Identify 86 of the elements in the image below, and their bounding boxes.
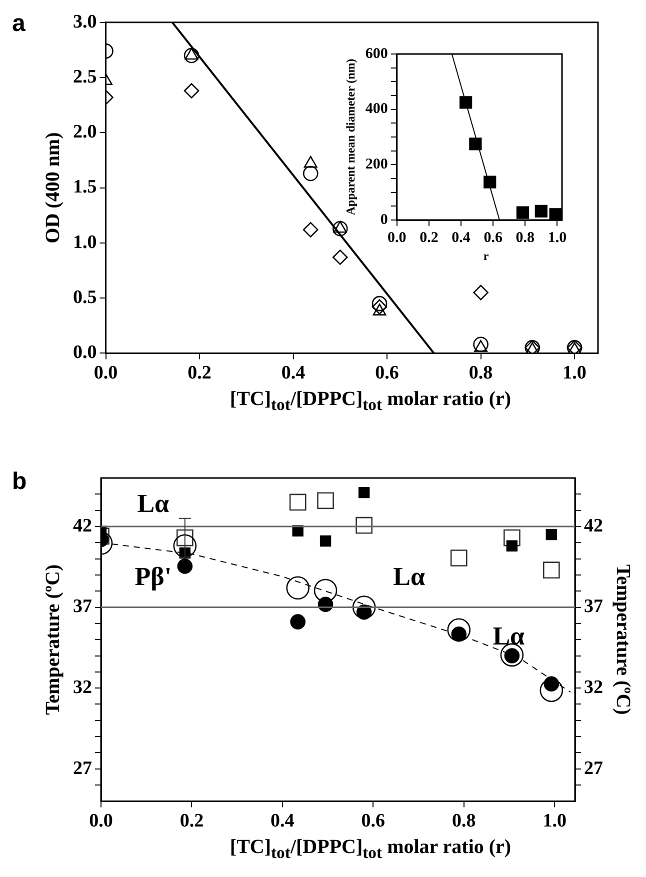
x-axis-title: [TC]$_{tot}$/[DPPC]$_{tot}$ molar ratio (r) [228,388,512,414]
y-axis-title: Temperature (ºC) [42,564,64,715]
chart-title: a [12,10,26,38]
point [473,336,488,352]
x-tick-label: 1.0 [548,230,567,246]
y-tick-label: 1.5 [73,176,97,198]
y2-tick-label: 37 [584,596,604,618]
y-tick-label: 2.5 [73,66,97,88]
point [286,576,310,600]
point [332,250,348,265]
point [290,614,306,630]
point [333,220,347,233]
x-tick-label: 0.8 [468,362,493,384]
point [184,83,200,98]
y-tick-label: 27 [73,758,92,779]
annotation: Lα [137,489,170,518]
point [173,534,197,558]
x-tick-label: 0.2 [188,362,212,384]
point [506,540,518,552]
annotation: Lα [492,622,526,651]
x-tick-label: 0.4 [452,230,471,246]
point [447,618,471,642]
x-tick-label: 0.8 [516,230,535,246]
point [473,284,488,300]
y-tick-label: 2.0 [73,122,97,143]
y-tick-label: 37 [73,596,92,618]
x-tick-label: 0.0 [94,362,118,384]
x-tick-label: 0.4 [281,362,306,384]
y-tick-label: 32 [73,676,92,698]
point [356,516,373,534]
y-axis-title: Apparent mean diameter (nm) [343,58,358,216]
y-tick-label: 42 [73,515,92,536]
point [516,206,530,219]
point [332,220,348,236]
point [317,492,334,510]
point [177,558,193,574]
point [372,304,386,316]
annotation: Lα [393,562,426,591]
point [534,204,548,218]
point [302,222,318,238]
point [469,138,482,150]
point [549,208,562,220]
x-tick-label: 0.4 [270,810,295,832]
y-axis-title: OD (400 nm) [42,132,64,244]
point [372,299,388,315]
point [302,166,318,182]
x-tick-label: 0.6 [484,230,503,246]
x-tick-label: 0.8 [452,810,476,832]
y-tick-label: 600 [365,46,388,62]
x-tick-label: 0.2 [180,810,204,832]
y-tick-label: 0.0 [73,342,97,364]
point [504,529,520,546]
x-tick-label: 1.0 [562,362,586,384]
point [474,340,488,352]
point [500,643,524,667]
point [304,156,318,168]
y2-tick-label: 42 [584,515,603,536]
x-tick-label: 0.2 [420,230,438,246]
point [358,486,370,498]
x-tick-label: 0.6 [361,810,386,832]
point [352,596,376,619]
annotation: Pβ' [134,562,172,591]
x-tick-label: 0.6 [375,362,399,384]
x-tick-label: 1.0 [542,810,566,832]
y-tick-label: 0.5 [73,286,97,308]
y-tick-label: 200 [365,156,388,173]
point [314,578,338,602]
point [372,296,388,312]
x-tick-label: 0.0 [89,810,113,832]
point [289,494,306,511]
point [460,96,472,109]
point [450,550,468,566]
y2-tick-label: 27 [584,758,604,779]
point [546,528,558,540]
y2-tick-label: 32 [584,676,603,698]
x-tick-label: 0.0 [388,230,406,246]
y2-axis-title: Temperature (ºC) [612,564,634,715]
y-tick-label: 0 [380,212,388,228]
x-axis-title: [TC]$_{tot}$/[DPPC]$_{tot}$ molar ratio (r) [228,836,512,862]
point [542,562,560,579]
point [484,176,496,188]
chart-title: b [12,468,27,496]
y-tick-label: 400 [365,101,388,118]
point [320,535,332,547]
y-tick-label: 3.0 [73,11,97,32]
x-axis-title: r [482,249,490,264]
